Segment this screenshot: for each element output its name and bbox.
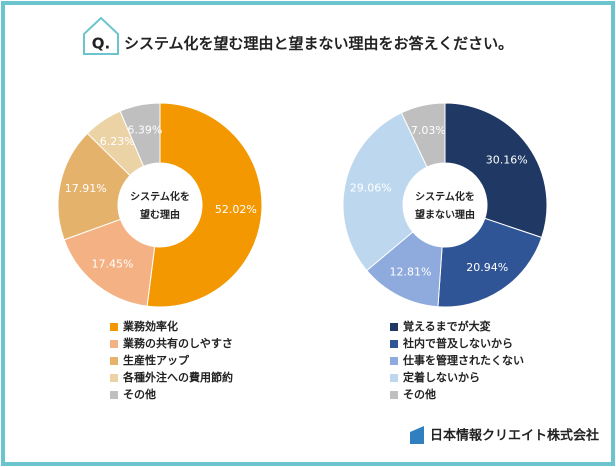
- legend-swatch: [390, 374, 398, 382]
- legend-swatch: [110, 374, 118, 382]
- donut-segment: [444, 102, 548, 239]
- legend-swatch: [390, 357, 398, 365]
- legend-label: 生産性アップ: [123, 353, 190, 367]
- value-label: 20.94%: [466, 261, 508, 274]
- donut-segment: [63, 218, 156, 307]
- legend-label: 仕事を管理されたくない: [402, 353, 524, 367]
- value-label: 6.39%: [127, 124, 162, 137]
- donut-segment: [437, 217, 543, 308]
- legend-swatch: [110, 323, 118, 331]
- value-label: 12.81%: [389, 266, 431, 279]
- center-label: システム化を: [415, 190, 475, 203]
- legend-label: 定着しないから: [403, 370, 480, 384]
- legend-swatch: [390, 323, 398, 331]
- legend-label: 社内で普及しないから: [402, 336, 513, 350]
- legend-label: 覚えるまでが大変: [402, 319, 491, 333]
- donut-segment: [400, 102, 446, 168]
- donut-segment: [119, 102, 161, 167]
- center-label: 望む理由: [140, 208, 180, 221]
- title: システム化を望む理由と望まない理由をお答えください。: [124, 35, 513, 53]
- value-label: 17.91%: [65, 182, 107, 195]
- value-label: 52.02%: [215, 203, 257, 216]
- value-label: 6.23%: [100, 135, 135, 148]
- legend-label: その他: [123, 387, 156, 401]
- center-label: システム化を: [130, 190, 190, 203]
- value-label: 29.06%: [350, 182, 392, 195]
- legend-swatch: [390, 340, 398, 348]
- legend-label: その他: [403, 387, 436, 401]
- legend-swatch: [110, 340, 118, 348]
- donut-segment: [57, 132, 131, 241]
- value-label: 7.03%: [411, 124, 446, 137]
- company-name: 日本情報クリエイト株式会社: [430, 428, 599, 444]
- value-label: 30.16%: [486, 154, 528, 167]
- donut-segment: [342, 112, 428, 272]
- legend-label: 業務効率化: [122, 319, 178, 333]
- legend-swatch: [110, 357, 118, 365]
- legend-label: 業務の共有のしやすさ: [122, 336, 233, 350]
- house-icon: [83, 16, 119, 55]
- legend-swatch: [110, 391, 118, 399]
- value-label: 17.45%: [92, 257, 134, 270]
- legend-label: 各種外注への費用節約: [122, 370, 233, 384]
- q-mark: Q.: [92, 35, 110, 53]
- legend-swatch: [390, 391, 398, 399]
- logo-icon: [410, 426, 424, 444]
- center-label: 望まない理由: [415, 208, 475, 221]
- donut-segment: [146, 102, 263, 308]
